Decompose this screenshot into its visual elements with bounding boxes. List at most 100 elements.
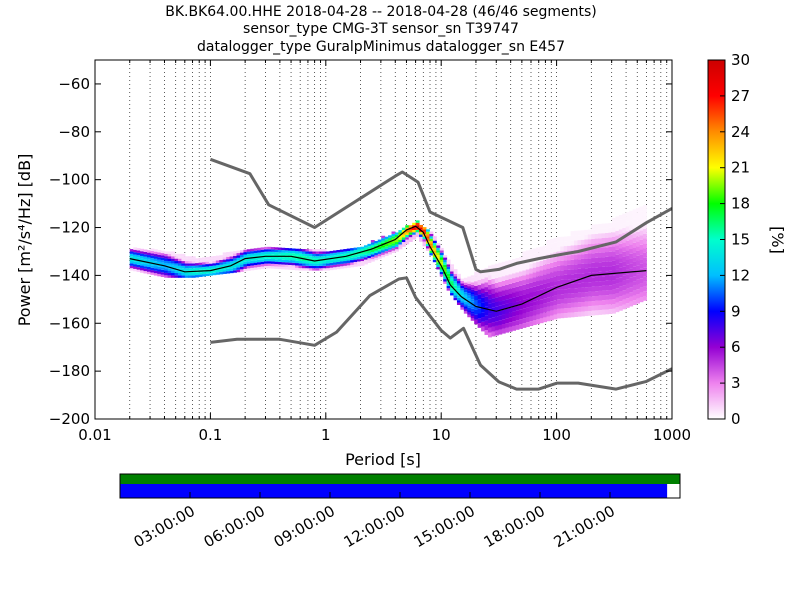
heatmap-cell bbox=[494, 297, 499, 302]
heatmap-cell bbox=[470, 280, 475, 283]
heatmap-cell bbox=[432, 235, 437, 239]
heatmap-cell bbox=[622, 242, 627, 248]
heatmap-cell bbox=[642, 257, 647, 263]
heatmap-cell bbox=[618, 214, 623, 220]
heatmap-cell bbox=[622, 294, 627, 300]
heatmap-cell bbox=[332, 267, 337, 270]
heatmap-cell bbox=[198, 272, 203, 275]
heatmap-cell bbox=[543, 303, 548, 308]
heatmap-cell bbox=[319, 263, 324, 266]
heatmap-cell bbox=[308, 251, 313, 254]
low-noise-model bbox=[210, 276, 672, 391]
heatmap-cell bbox=[487, 323, 492, 328]
heatmap-cell bbox=[146, 257, 151, 260]
heatmap-cell bbox=[301, 253, 306, 257]
heatmap-cell bbox=[587, 282, 592, 288]
heatmap-cell bbox=[274, 264, 279, 267]
heatmap-cell bbox=[470, 289, 475, 293]
heatmap-cell bbox=[484, 272, 489, 278]
heatmap-cell bbox=[460, 285, 465, 289]
heatmap-cell bbox=[460, 307, 465, 310]
heatmap-cell bbox=[301, 249, 306, 252]
heatmap-cell bbox=[498, 277, 503, 282]
heatmap-cell bbox=[625, 288, 630, 294]
heatmap-cell bbox=[239, 264, 244, 267]
heatmap-cell bbox=[560, 270, 565, 276]
heatmap-cell bbox=[315, 251, 320, 254]
heatmap-cell bbox=[360, 249, 365, 252]
heatmap-cell bbox=[146, 262, 151, 265]
heatmap-cell bbox=[622, 261, 627, 267]
heatmap-cell bbox=[608, 256, 613, 262]
heatmap-cell bbox=[133, 249, 138, 253]
heatmap-cell bbox=[512, 278, 517, 283]
heatmap-cell bbox=[598, 223, 603, 229]
heatmap-cell bbox=[188, 275, 193, 278]
heatmap-cell bbox=[512, 297, 517, 303]
heatmap-cell bbox=[453, 278, 458, 282]
heatmap-cell bbox=[467, 295, 472, 299]
heatmap-cell bbox=[322, 251, 327, 254]
heatmap-cell bbox=[611, 256, 616, 261]
heatmap-cell bbox=[577, 297, 582, 303]
heatmap-cell bbox=[253, 248, 258, 251]
time-label: 18:00:00 bbox=[481, 502, 548, 551]
heatmap-cell bbox=[615, 230, 620, 236]
heatmap-cell bbox=[291, 258, 296, 261]
heatmap-cell bbox=[505, 284, 510, 290]
heatmap-cell bbox=[443, 257, 448, 260]
heatmap-cell bbox=[580, 273, 585, 279]
heatmap-cell bbox=[591, 267, 596, 273]
heatmap-cell bbox=[580, 306, 585, 312]
heatmap-cell bbox=[140, 255, 145, 259]
heatmap-cell bbox=[598, 290, 603, 296]
heatmap-cell bbox=[133, 268, 138, 272]
heatmap-cell bbox=[539, 270, 544, 276]
y-tick-label: −140 bbox=[49, 266, 90, 284]
heatmap-cell bbox=[625, 264, 630, 270]
heatmap-cell bbox=[639, 235, 644, 240]
heatmap-cell bbox=[129, 263, 134, 266]
heatmap-cell bbox=[470, 282, 475, 285]
heatmap-cell bbox=[463, 284, 468, 288]
heatmap-cell bbox=[529, 278, 534, 283]
heatmap-cell bbox=[336, 266, 341, 270]
heatmap-cell bbox=[498, 320, 503, 325]
heatmap-cell bbox=[281, 259, 286, 263]
heatmap-cell bbox=[608, 304, 613, 310]
heatmap-cell bbox=[522, 256, 527, 261]
heatmap-cell bbox=[467, 286, 472, 289]
heatmap-cell bbox=[432, 259, 437, 263]
heatmap-cell bbox=[577, 254, 582, 260]
heatmap-cell bbox=[174, 273, 179, 276]
heatmap-cell bbox=[629, 244, 634, 250]
heatmap-cell bbox=[336, 261, 341, 265]
heatmap-cell bbox=[322, 268, 327, 271]
heatmap-cell bbox=[532, 272, 537, 278]
title-line-3: datalogger_type GuralpMinimus datalogger… bbox=[197, 39, 565, 55]
data-coverage-bar bbox=[119, 473, 681, 499]
heatmap-cell bbox=[577, 307, 582, 312]
heatmap-cell bbox=[140, 260, 145, 264]
heatmap-cell bbox=[584, 282, 589, 288]
heatmap-cell bbox=[215, 272, 220, 275]
heatmap-cell bbox=[450, 290, 455, 294]
heatmap-cell bbox=[501, 290, 506, 296]
heatmap-cell bbox=[425, 236, 430, 239]
heatmap-cell bbox=[587, 234, 592, 240]
heatmap-cell bbox=[632, 223, 637, 229]
heatmap-cell bbox=[167, 253, 172, 257]
heatmap-cell bbox=[350, 264, 355, 268]
heatmap-cell bbox=[319, 249, 324, 252]
heatmap-cell bbox=[463, 289, 468, 293]
heatmap-cell bbox=[129, 258, 134, 262]
heatmap-cell bbox=[226, 259, 231, 262]
heatmap-cell bbox=[422, 241, 427, 244]
heatmap-cell bbox=[181, 253, 186, 257]
heatmap-cell bbox=[222, 254, 227, 258]
heatmap-cell bbox=[494, 321, 499, 326]
heatmap-cell bbox=[639, 206, 644, 212]
heatmap-cell bbox=[415, 220, 420, 223]
heatmap-cell bbox=[284, 248, 289, 251]
heatmap-cell bbox=[470, 306, 475, 309]
